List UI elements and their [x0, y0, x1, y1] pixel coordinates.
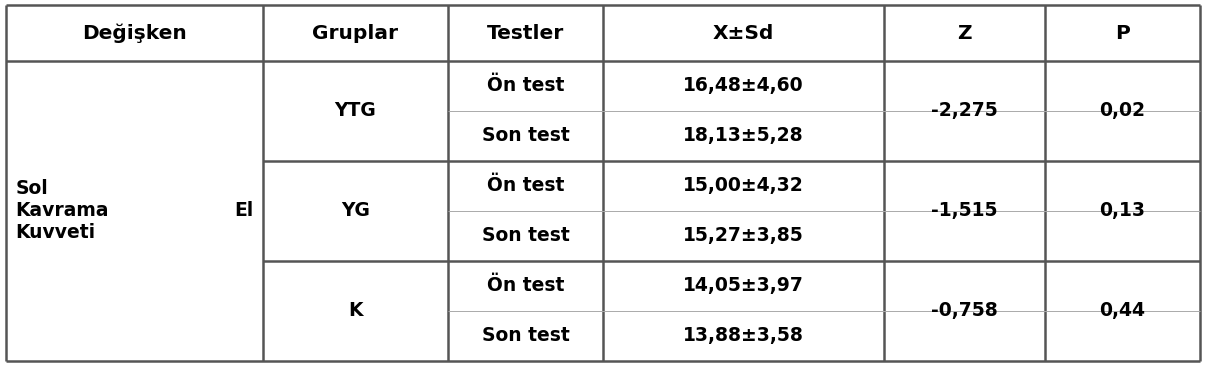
- Text: 14,05±3,97: 14,05±3,97: [683, 276, 803, 295]
- Text: Testler: Testler: [487, 23, 564, 42]
- Text: Z: Z: [956, 23, 971, 42]
- Text: K: K: [349, 301, 363, 320]
- Text: 13,88±3,58: 13,88±3,58: [683, 326, 803, 345]
- Text: 16,48±4,60: 16,48±4,60: [683, 76, 803, 95]
- Text: 18,13±5,28: 18,13±5,28: [683, 126, 803, 145]
- Text: Değişken: Değişken: [82, 23, 187, 43]
- Text: Ön test: Ön test: [487, 276, 564, 295]
- Text: Son test: Son test: [481, 326, 569, 345]
- Text: -0,758: -0,758: [931, 301, 997, 320]
- Text: 15,27±3,85: 15,27±3,85: [683, 226, 803, 245]
- Text: Ön test: Ön test: [487, 76, 564, 95]
- Text: -1,515: -1,515: [931, 201, 997, 220]
- Text: 15,00±4,32: 15,00±4,32: [683, 176, 803, 195]
- Text: YG: YG: [341, 201, 370, 220]
- Text: El: El: [234, 201, 253, 220]
- Text: P: P: [1114, 23, 1130, 42]
- Text: -2,275: -2,275: [931, 101, 997, 120]
- Text: YTG: YTG: [334, 101, 376, 120]
- Text: Son test: Son test: [481, 226, 569, 245]
- Text: 0,44: 0,44: [1100, 301, 1146, 320]
- Text: Ön test: Ön test: [487, 176, 564, 195]
- Text: Sol
Kavrama
Kuvveti: Sol Kavrama Kuvveti: [16, 179, 110, 242]
- Text: 0,13: 0,13: [1100, 201, 1146, 220]
- Text: X±Sd: X±Sd: [713, 23, 774, 42]
- Text: Son test: Son test: [481, 126, 569, 145]
- Text: 0,02: 0,02: [1100, 101, 1146, 120]
- Text: Gruplar: Gruplar: [312, 23, 398, 42]
